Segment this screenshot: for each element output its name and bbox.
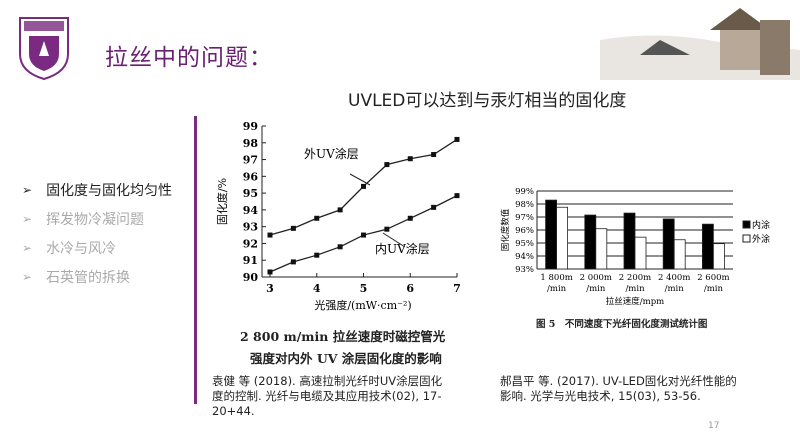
- data-point: [361, 183, 366, 189]
- y-tick-label: 99%: [515, 187, 534, 197]
- legend-label: 内涂: [752, 219, 770, 231]
- x-axis-label: 拉丝速度/mpm: [606, 296, 664, 307]
- y-tick-label: 97%: [515, 213, 534, 223]
- y-axis-label: 固化度/%: [215, 178, 229, 225]
- y-tick-label: 94%: [515, 252, 534, 262]
- outline-label: 水冷与风冷: [46, 241, 117, 257]
- arrow-icon: ➢: [22, 241, 33, 255]
- data-point: [267, 232, 273, 238]
- data-point: [454, 193, 460, 199]
- arrow-icon: ➢: [22, 270, 33, 284]
- bar: [634, 236, 647, 270]
- legend-swatch: [742, 234, 751, 243]
- bar: [623, 212, 636, 270]
- y-tick-label: 99: [243, 120, 258, 133]
- x-tick-label: 3: [266, 282, 274, 295]
- x-tick-label: 2 000m: [580, 273, 612, 283]
- arrow-icon: ➢: [22, 183, 33, 197]
- outline-item: ➢ 固化度与固化均匀性: [22, 180, 172, 200]
- leader-line: [382, 232, 406, 248]
- x-axis-label: 光强度/(mW·cm⁻²): [314, 298, 411, 312]
- x-tick-label: /min: [586, 284, 606, 294]
- x-tick-label: /min: [547, 284, 567, 294]
- data-point: [384, 226, 390, 232]
- y-tick-label: 92: [243, 237, 258, 250]
- bar: [556, 206, 568, 270]
- data-point: [361, 232, 366, 238]
- y-tick-label: 98%: [515, 200, 534, 210]
- bar: [595, 228, 608, 270]
- outline-item: ➢ 石英管的拆换: [22, 267, 130, 287]
- x-tick-label: 7: [453, 282, 461, 295]
- line-caption: 强度对内外 UV 涂层固化度的影响: [250, 351, 442, 366]
- slide-title: 拉丝中的问题：: [105, 45, 273, 71]
- legend-swatch: [742, 220, 751, 229]
- x-tick-label: 2 200m: [619, 273, 651, 283]
- legend-label: 外涂: [752, 233, 770, 245]
- x-tick-label: /min: [625, 284, 645, 294]
- reference: 袁健 等 (2018). 高速拉制光纤时UV涂层固化度的控制. 光纤与电缆及其应…: [212, 374, 443, 418]
- reference: 郝昌平 等. (2017). UV-LED固化对光纤性能的影响. 光学与光电技术…: [500, 374, 737, 403]
- x-tick-label: /min: [704, 284, 724, 294]
- data-point: [407, 156, 413, 162]
- divider: [194, 116, 197, 404]
- data-point: [314, 215, 320, 221]
- y-tick-label: 98: [243, 137, 259, 150]
- outline-item: ➢ 水冷与风冷: [22, 238, 116, 258]
- x-tick-label: 2 400m: [658, 273, 690, 283]
- bar: [545, 199, 557, 270]
- series-label: 外UV涂层: [304, 146, 359, 161]
- leader-line: [349, 173, 371, 186]
- y-tick-label: 94: [243, 204, 259, 217]
- data-point: [337, 207, 343, 213]
- bar: [673, 239, 686, 270]
- series-label: 内UV涂层: [375, 241, 430, 256]
- line-caption: 2 800 m/min 拉丝速度时磁控管光: [240, 329, 446, 344]
- x-tick-label: 4: [313, 282, 321, 295]
- bar: [701, 223, 714, 270]
- arrow-icon: ➢: [22, 212, 33, 226]
- y-tick-label: 90: [243, 271, 259, 284]
- university-logo: [19, 17, 69, 80]
- building-image: [600, 0, 800, 80]
- data-point: [431, 152, 437, 158]
- outline-label: 挥发物冷凝问题: [46, 212, 145, 228]
- bar: [712, 243, 725, 270]
- data-point: [407, 215, 413, 221]
- data-point: [431, 204, 437, 210]
- y-axis-label: 固化度数值: [500, 208, 511, 251]
- data-point: [314, 252, 320, 258]
- x-tick-label: 5: [360, 282, 368, 295]
- page-number: 17: [708, 421, 720, 431]
- bar: [584, 214, 597, 270]
- y-tick-label: 97: [243, 154, 258, 167]
- x-tick-label: 6: [406, 282, 414, 295]
- data-point: [267, 269, 273, 275]
- y-tick-label: 91: [243, 254, 258, 267]
- data-point: [290, 225, 296, 231]
- x-tick-label: 2 600m: [697, 273, 729, 283]
- x-tick-label: /min: [665, 284, 685, 294]
- outline-item: ➢ 挥发物冷凝问题: [22, 209, 144, 229]
- y-tick-label: 96: [243, 170, 259, 183]
- data-point: [384, 162, 390, 168]
- y-tick-label: 95%: [515, 239, 534, 249]
- bar-caption: 图 5 不同速度下光纤固化度测试统计图: [536, 319, 708, 330]
- y-tick-label: 93%: [515, 265, 534, 275]
- bar: [662, 218, 675, 270]
- line-chart: 90 91 92 93 94 95 96 97 98 99 3 4 5 6 7 光强度/(mW·cm⁻²) 固化…: [215, 120, 461, 312]
- data-point: [454, 136, 460, 142]
- y-tick-label: 93: [243, 221, 258, 234]
- outline-label: 固化度与固化均匀性: [46, 183, 173, 199]
- y-tick-label: 95: [243, 187, 258, 200]
- x-tick-label: 1 800m: [540, 273, 572, 283]
- data-point: [337, 244, 343, 250]
- outline-label: 石英管的拆换: [46, 270, 131, 286]
- data-point: [290, 259, 296, 265]
- y-tick-label: 96%: [515, 226, 534, 236]
- slide-subtitle: UVLED可以达到与汞灯相当的固化度: [348, 91, 627, 111]
